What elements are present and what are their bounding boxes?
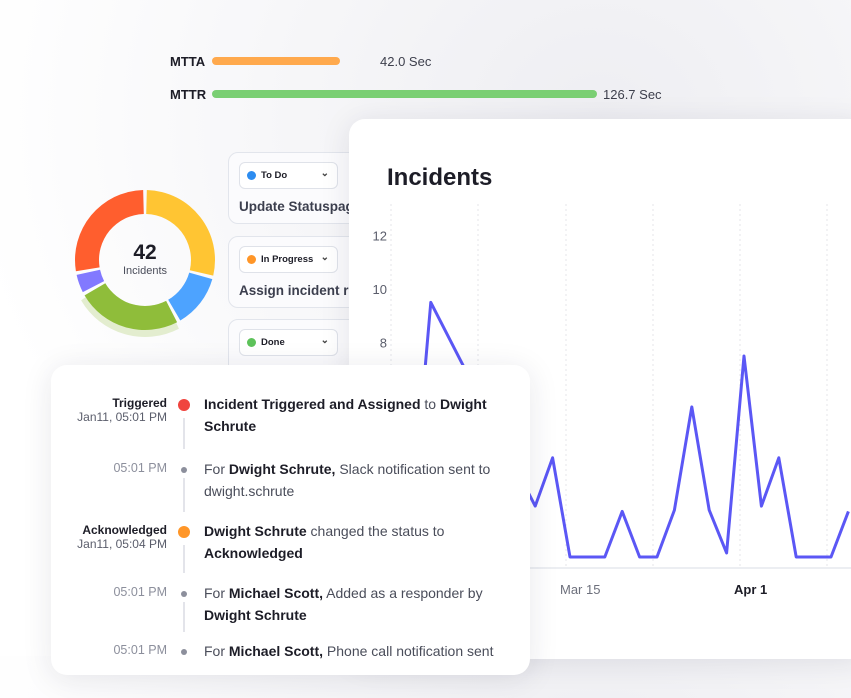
timeline-description: Dwight Schrute changed the status to Ack… — [204, 520, 524, 564]
chevron-down-icon: ⌄ — [321, 252, 329, 263]
donut-label: Incidents — [105, 265, 185, 277]
description-text: changed the status to — [307, 523, 445, 539]
status-dot-icon — [247, 255, 256, 264]
status-dot-icon — [247, 171, 256, 180]
timeline-description: For Dwight Schrute, Slack notification s… — [204, 458, 524, 502]
task-title: Assign incident ro — [239, 283, 357, 298]
task-card[interactable]: In Progress ⌄ Assign incident ro — [228, 236, 368, 308]
timeline-time: Jan11, 05:01 PM — [51, 410, 167, 424]
timeline-entry: 05:01 PM For Michael Scott, Added as a re… — [51, 580, 530, 640]
y-tick-label: 10 — [373, 282, 387, 297]
status-label: In Progress — [261, 254, 313, 265]
description-text: For — [204, 643, 229, 659]
mtta-value: 42.0 Sec — [380, 54, 431, 69]
timeline-connector — [183, 545, 185, 573]
emphasis-text: Dwight Schrute, — [229, 461, 336, 477]
description-text: For — [204, 461, 229, 477]
incident-timeline-panel: Triggered Jan11, 05:01 PM Incident Trigge… — [51, 365, 530, 675]
description-text: to — [421, 396, 440, 412]
status-label: Done — [261, 337, 285, 348]
timeline-description: For Michael Scott, Phone call notificati… — [204, 640, 524, 662]
y-tick-label: 8 — [380, 336, 387, 351]
timeline-entry: Triggered Jan11, 05:01 PM Incident Trigge… — [51, 391, 530, 451]
emphasis-text: Incident Triggered and Assigned — [204, 396, 421, 412]
emphasis-text: Dwight Schrute — [204, 523, 307, 539]
event-dot-icon — [181, 649, 187, 655]
status-dropdown[interactable]: To Do ⌄ — [239, 162, 338, 189]
event-dot-icon — [181, 467, 187, 473]
mtta-label: MTTA — [170, 54, 205, 69]
emphasis-text: Michael Scott, — [229, 643, 323, 659]
description-text: Phone call notification sent — [323, 643, 493, 659]
status-dot-icon — [178, 526, 190, 538]
chevron-down-icon: ⌄ — [321, 335, 329, 346]
x-tick-label: Mar 15 — [560, 582, 600, 597]
donut-segment — [168, 273, 212, 321]
timeline-connector — [183, 478, 185, 512]
timeline-connector — [183, 418, 185, 449]
donut-count: 42 — [105, 241, 185, 265]
description-text: For — [204, 585, 229, 601]
status-dropdown[interactable]: Done ⌄ — [239, 329, 338, 356]
task-title: Update Statuspag — [239, 199, 354, 214]
emphasis-text: Michael Scott, — [229, 585, 323, 601]
timeline-time: 05:01 PM — [51, 643, 167, 657]
timeline-connector — [183, 602, 185, 632]
description-text: Added as a responder by — [323, 585, 483, 601]
timeline-entry: 05:01 PM For Dwight Schrute, Slack notifi… — [51, 456, 530, 516]
y-tick-label: 12 — [373, 228, 387, 243]
timeline-description: Incident Triggered and Assigned to Dwigh… — [204, 393, 524, 437]
mttr-bar — [212, 90, 597, 98]
event-dot-icon — [181, 591, 187, 597]
task-card[interactable]: To Do ⌄ Update Statuspag — [228, 152, 368, 224]
timeline-description: For Michael Scott, Added as a responder … — [204, 582, 524, 626]
timeline-time: Jan11, 05:04 PM — [51, 537, 167, 551]
mttr-value: 126.7 Sec — [603, 87, 662, 102]
mtta-bar — [212, 57, 340, 65]
status-dot-icon — [178, 399, 190, 411]
x-tick-label: Apr 1 — [734, 582, 767, 597]
status-label: To Do — [261, 170, 287, 181]
timeline-status: Acknowledged — [51, 523, 167, 537]
chevron-down-icon: ⌄ — [321, 168, 329, 179]
timeline-entry: 05:01 PM For Michael Scott, Phone call no… — [51, 638, 530, 698]
timeline-time: 05:01 PM — [51, 585, 167, 599]
status-dot-icon — [247, 338, 256, 347]
timeline-status: Triggered — [51, 396, 167, 410]
donut-segment — [85, 283, 178, 330]
mttr-label: MTTR — [170, 87, 206, 102]
emphasis-text: Acknowledged — [204, 545, 303, 561]
status-dropdown[interactable]: In Progress ⌄ — [239, 246, 338, 273]
emphasis-text: Dwight Schrute — [204, 607, 307, 623]
timeline-entry: Acknowledged Jan11, 05:04 PM Dwight Schru… — [51, 518, 530, 578]
timeline-time: 05:01 PM — [51, 461, 167, 475]
